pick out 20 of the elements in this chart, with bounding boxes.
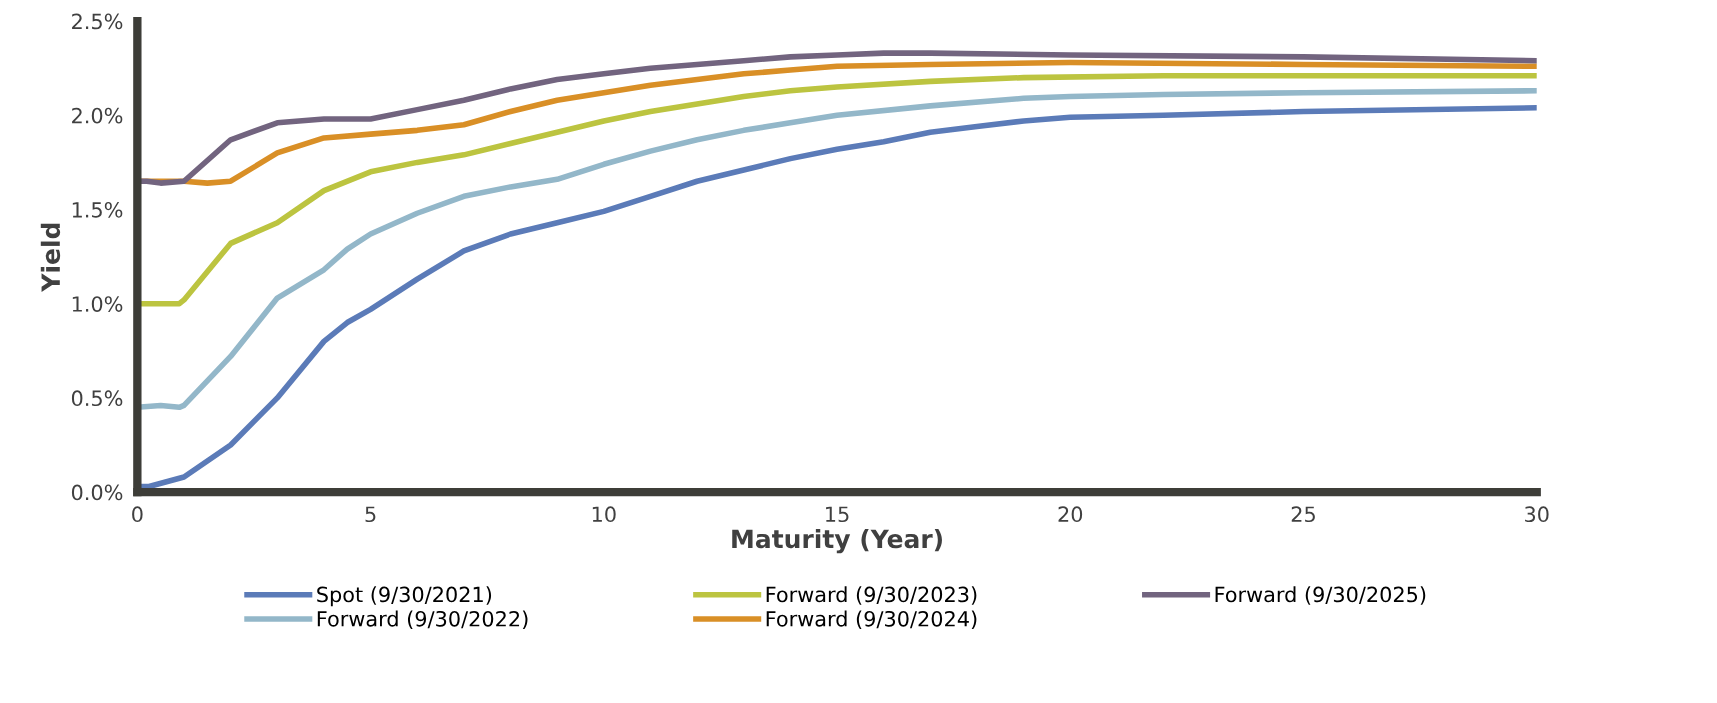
legend-label: Spot (9/30/2021)	[317, 586, 492, 607]
y-axis-title: Yield	[40, 223, 61, 292]
y-tick-label: 1.5%	[72, 201, 123, 218]
x-tick-label: 0	[132, 506, 143, 523]
y-tick-label: 2.0%	[72, 107, 123, 124]
legend-label: Forward (9/30/2023)	[766, 586, 977, 605]
x-tick-label: 30	[1525, 506, 1549, 523]
legend-label: Forward (9/30/2024)	[766, 610, 977, 630]
x-axis-title: Maturity (Year)	[732, 528, 942, 554]
legend-label: Forward (9/30/2025)	[1215, 586, 1426, 605]
x-tick-label: 25	[1291, 506, 1315, 523]
y-tick-label: 0.0%	[71, 484, 123, 501]
x-tick-label: 10	[592, 506, 616, 523]
y-tick-label: 0.5%	[71, 390, 123, 407]
x-tick-label: 15	[826, 506, 849, 523]
x-tick-label: 20	[1058, 506, 1083, 523]
legend-label: Forward (9/30/2022)	[317, 610, 528, 630]
y-tick-label: 1.0%	[72, 296, 123, 312]
x-tick-label: 5	[365, 506, 376, 523]
y-tick-label: 2.5%	[72, 13, 123, 30]
